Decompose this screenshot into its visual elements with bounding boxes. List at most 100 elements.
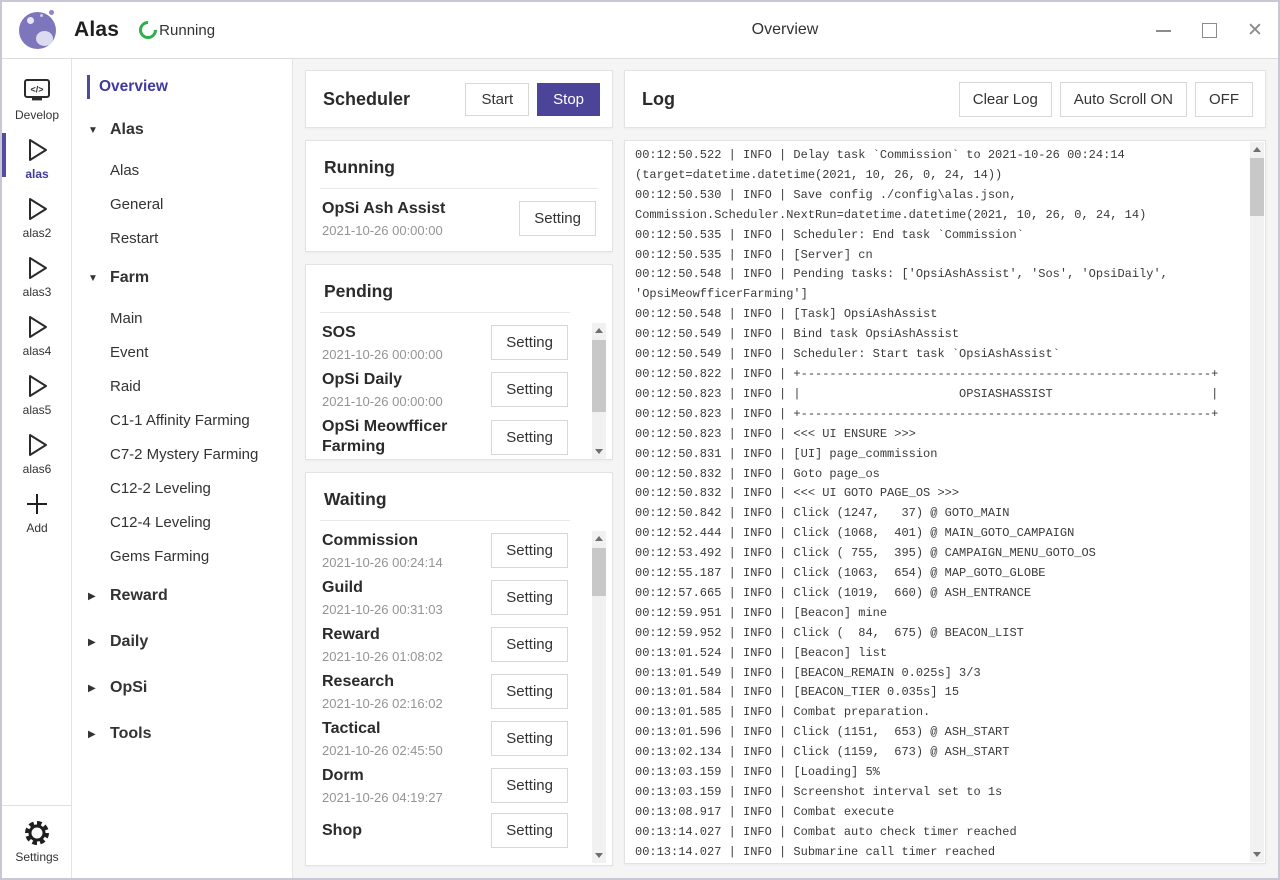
task-info: OpSi Daily 2021-10-26 00:00:00 <box>322 370 491 409</box>
pending-scrollbar[interactable] <box>592 323 606 459</box>
task-setting-button[interactable]: Setting <box>491 674 568 709</box>
task-name: Guild <box>322 579 363 596</box>
task-name: Dorm <box>322 767 364 784</box>
task-setting-button[interactable]: Setting <box>491 813 568 848</box>
task-setting-button[interactable]: Setting <box>519 201 596 236</box>
sidebar-item-alas5[interactable]: alas5 <box>2 364 72 423</box>
sidebar-item-label: alas3 <box>22 284 52 299</box>
start-button[interactable]: Start <box>465 82 530 116</box>
scroll-down-icon[interactable] <box>1250 847 1264 862</box>
nav-group-opsi[interactable]: ▶ OpSi <box>72 665 292 711</box>
waiting-scrollbar[interactable] <box>592 531 606 863</box>
task-row: OpSi Ash Assist 2021-10-26 00:00:00 Settin… <box>322 199 596 238</box>
nav-item-general[interactable]: General <box>110 195 164 213</box>
nav-item-c1-1-affinity-farming[interactable]: C1-1 Affinity Farming <box>110 411 250 429</box>
task-name: Research <box>322 673 395 690</box>
sidebar-item-alas6[interactable]: alas6 <box>2 423 72 482</box>
scroll-down-icon[interactable] <box>592 444 606 459</box>
play-icon <box>23 194 51 224</box>
play-icon <box>23 135 51 165</box>
stop-button[interactable]: Stop <box>537 82 600 116</box>
log-output: 00:12:50.522 | INFO | Delay task `Commis… <box>635 148 1219 859</box>
sidebar-item-label: alas5 <box>22 402 52 417</box>
scroll-up-icon[interactable] <box>592 531 606 546</box>
task-setting-button[interactable]: Setting <box>491 768 568 803</box>
scrollbar-thumb[interactable] <box>592 340 606 412</box>
auto-scroll-off-button[interactable]: OFF <box>1195 81 1253 117</box>
nav-group-label: OpSi <box>110 679 148 696</box>
task-next-run-time: 2021-10-26 00:24:14 <box>322 555 443 570</box>
play-icon <box>23 371 51 401</box>
task-info: Research 2021-10-26 02:16:02 <box>322 672 491 711</box>
log-panel-header: Log Clear Log Auto Scroll ON OFF <box>624 70 1266 128</box>
nav-group-label: Daily <box>110 633 149 650</box>
nav-item-c12-4-leveling[interactable]: C12-4 Leveling <box>110 513 211 531</box>
sidebar-item-alas[interactable]: alas <box>2 128 72 187</box>
instance-sidebar: </> Develop alas alas2 alas3 alas4 alas5 alas6 A… <box>2 59 72 878</box>
task-name: Shop <box>322 821 362 839</box>
nav-item-c12-2-leveling[interactable]: C12-2 Leveling <box>110 479 211 497</box>
task-row: Guild 2021-10-26 00:31:03 Setting <box>322 578 568 617</box>
task-row: Tactical 2021-10-26 02:45:50 Setting <box>322 719 568 758</box>
nav-item-main[interactable]: Main <box>110 309 143 327</box>
scroll-down-icon[interactable] <box>592 848 606 863</box>
task-row: Commission 2021-10-26 00:24:14 Setting <box>322 531 568 570</box>
task-row: OpSi Meowfficer Farming Setting <box>322 417 568 457</box>
sidebar-item-alas4[interactable]: alas4 <box>2 305 72 364</box>
nav-group-reward[interactable]: ▶ Reward <box>72 573 292 619</box>
sidebar-item-settings[interactable]: Settings <box>2 814 72 868</box>
chevron-right-icon: ▶ <box>88 682 96 694</box>
task-next-run-time: 2021-10-26 00:00:00 <box>322 394 443 409</box>
settings-dock: Settings <box>2 805 71 878</box>
scrollbar-thumb[interactable] <box>1250 158 1264 216</box>
auto-scroll-on-button[interactable]: Auto Scroll ON <box>1059 81 1187 117</box>
nav-item-restart[interactable]: Restart <box>110 229 159 247</box>
sidebar-item-label: alas <box>25 166 49 181</box>
minimize-button[interactable] <box>1140 2 1186 59</box>
nav-group-alas[interactable]: ▼ Alas <box>72 107 292 153</box>
maximize-button[interactable] <box>1186 2 1232 59</box>
task-setting-button[interactable]: Setting <box>491 372 568 407</box>
sidebar-item-alas2[interactable]: alas2 <box>2 187 72 246</box>
svg-text:</>: </> <box>30 84 43 94</box>
play-icon <box>23 312 51 342</box>
task-next-run-time: 2021-10-26 00:00:00 <box>322 347 443 362</box>
nav-menu: Overview ▼ Alas Alas General Restart ▼ Farm Main… <box>72 59 293 878</box>
nav-item-event[interactable]: Event <box>110 343 149 361</box>
sidebar-item-add[interactable]: Add <box>2 482 72 541</box>
gear-icon <box>23 818 51 848</box>
task-setting-button[interactable]: Setting <box>491 325 568 360</box>
task-setting-button[interactable]: Setting <box>491 533 568 568</box>
task-setting-button[interactable]: Setting <box>491 721 568 756</box>
nav-item-raid[interactable]: Raid <box>110 377 141 395</box>
nav-item-gems-farming[interactable]: Gems Farming <box>110 547 210 565</box>
task-name: Commission <box>322 532 419 549</box>
play-icon <box>23 253 51 283</box>
sidebar-item-develop[interactable]: </> Develop <box>2 69 72 128</box>
divider <box>320 188 598 189</box>
task-setting-button[interactable]: Setting <box>491 419 568 455</box>
clear-log-button[interactable]: Clear Log <box>958 81 1052 117</box>
sidebar-item-label: Develop <box>14 107 60 122</box>
log-column: Log Clear Log Auto Scroll ON OFF 00:12:5… <box>624 70 1266 864</box>
log-scrollbar[interactable] <box>1250 142 1264 862</box>
task-setting-button[interactable]: Setting <box>491 627 568 662</box>
task-setting-button[interactable]: Setting <box>491 580 568 615</box>
task-row: Research 2021-10-26 02:16:02 Setting <box>322 672 568 711</box>
scrollbar-thumb[interactable] <box>592 548 606 596</box>
nav-item-alas[interactable]: Alas <box>110 161 140 179</box>
nav-group-daily[interactable]: ▶ Daily <box>72 619 292 665</box>
scroll-up-icon[interactable] <box>1250 142 1264 157</box>
close-button[interactable]: ✕ <box>1232 2 1278 59</box>
play-icon <box>23 430 51 460</box>
nav-item-c7-2-mystery-farming[interactable]: C7-2 Mystery Farming <box>110 445 259 463</box>
nav-group-tools[interactable]: ▶ Tools <box>72 711 292 757</box>
task-next-run-time: 2021-10-26 02:16:02 <box>322 696 443 711</box>
nav-group-farm[interactable]: ▼ Farm <box>72 255 292 301</box>
nav-item-overview[interactable]: Overview <box>72 67 292 107</box>
scroll-up-icon[interactable] <box>592 323 606 338</box>
sidebar-item-alas3[interactable]: alas3 <box>2 246 72 305</box>
chevron-down-icon: ▼ <box>88 272 98 284</box>
task-info: OpSi Ash Assist 2021-10-26 00:00:00 <box>322 199 519 238</box>
